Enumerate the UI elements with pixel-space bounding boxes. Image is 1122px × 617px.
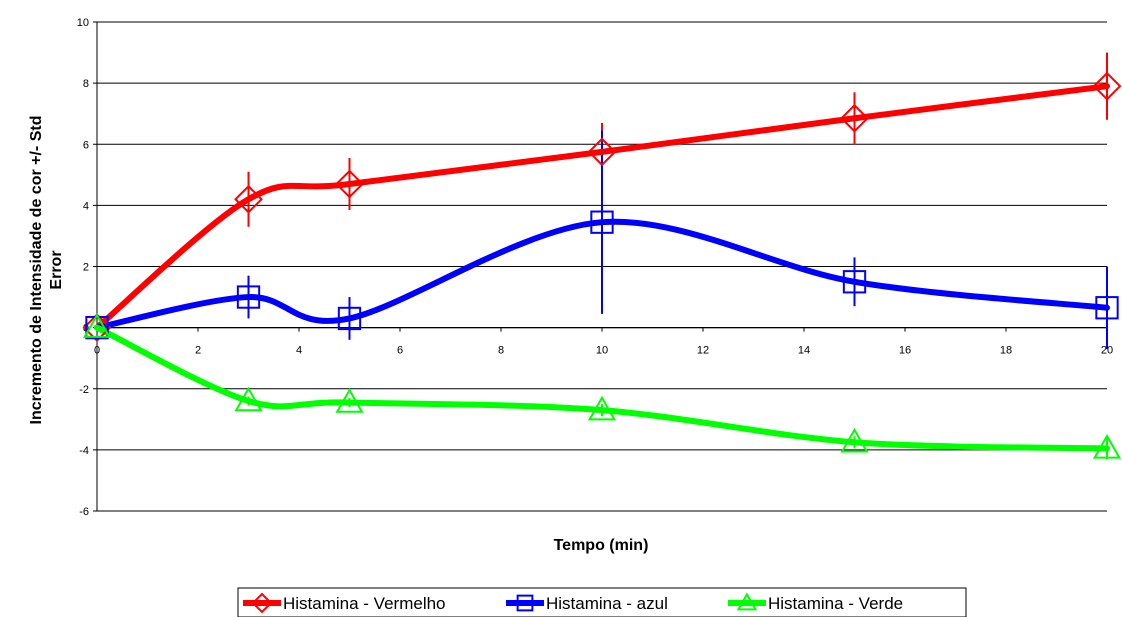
x-tick-label: 18 <box>1000 345 1012 357</box>
y-tick-label: -6 <box>79 506 89 518</box>
x-tick-label: 12 <box>697 345 709 357</box>
marker-histamina-vermelho <box>234 184 263 214</box>
x-tick-label: 8 <box>498 345 504 357</box>
marker-histamina-azul <box>337 306 362 331</box>
y-axis-title-line2: Error <box>48 250 65 289</box>
x-tick-label: 16 <box>899 345 911 357</box>
marker-histamina-vermelho <box>335 169 364 199</box>
x-tick-label: 4 <box>296 345 302 357</box>
marker-histamina-verde <box>335 388 364 413</box>
x-tick-labels: 0 2 4 6 8 10 12 14 16 18 20 <box>94 345 1113 357</box>
x-tick-label: 14 <box>798 345 810 357</box>
marker-histamina-azul <box>236 285 261 309</box>
marker-histamina-azul <box>842 270 867 294</box>
y-axis-title-line1: Incremento de Intensidade de cor +/- Std <box>28 116 45 425</box>
marker-histamina-azul <box>1095 296 1119 320</box>
x-axis-title: Tempo (min) <box>554 537 649 554</box>
legend-entry-histamina-verde: Histamina - Verde <box>728 592 903 613</box>
y-tick-label: 8 <box>83 78 89 90</box>
y-tick-label: 6 <box>83 139 89 151</box>
y-tick-label: -2 <box>79 384 89 396</box>
error-bars <box>247 52 1108 460</box>
marker-histamina-vermelho <box>840 103 869 133</box>
y-axis-title: Incremento de Intensidade de cor +/- Std… <box>28 116 65 425</box>
legend-marker-histamina-azul <box>516 594 534 612</box>
y-tick-label: 4 <box>83 200 89 212</box>
x-tick-label: 10 <box>596 345 608 357</box>
marker-histamina-vermelho <box>82 313 112 343</box>
y-tick-label: 10 <box>77 17 89 29</box>
marker-histamina-verde <box>587 395 617 421</box>
x-tick-label: 6 <box>397 345 403 357</box>
marker-histamina-verde <box>1092 433 1122 459</box>
marker-histamina-vermelho <box>587 137 617 167</box>
legend-marker-histamina-verde <box>736 592 758 611</box>
x-tick-label: 20 <box>1101 345 1113 357</box>
marker-histamina-verde <box>82 313 112 338</box>
y-tick-label: 2 <box>83 262 89 274</box>
legend-marker-histamina-vermelho <box>251 592 273 614</box>
legend-entry-histamina-vermelho: Histamina - Vermelho <box>243 592 446 614</box>
legend-entry-histamina-azul: Histamina - azul <box>506 594 668 613</box>
marker-histamina-verde <box>840 427 869 453</box>
series-markers <box>82 71 1122 459</box>
marker-histamina-vermelho <box>1092 71 1122 101</box>
series-lines <box>94 83 1110 452</box>
legend-box <box>237 587 967 617</box>
legend-label-histamina-verde: Histamina - Verde <box>768 594 903 613</box>
series-line-histamina-vermelho <box>94 83 1110 331</box>
legend-label-histamina-vermelho: Histamina - Vermelho <box>283 594 446 613</box>
x-tick-label: 0 <box>94 345 100 357</box>
marker-histamina-azul <box>590 210 614 234</box>
x-tick-label: 2 <box>195 345 201 357</box>
legend: Histamina - Vermelho Histamina - azul Hist… <box>237 587 967 617</box>
marker-histamina-verde <box>234 386 263 412</box>
y-tick-label: -4 <box>79 445 89 457</box>
series-line-histamina-verde <box>94 324 1110 452</box>
series-line-histamina-azul <box>94 218 1110 331</box>
legend-label-histamina-azul: Histamina - azul <box>546 594 668 613</box>
